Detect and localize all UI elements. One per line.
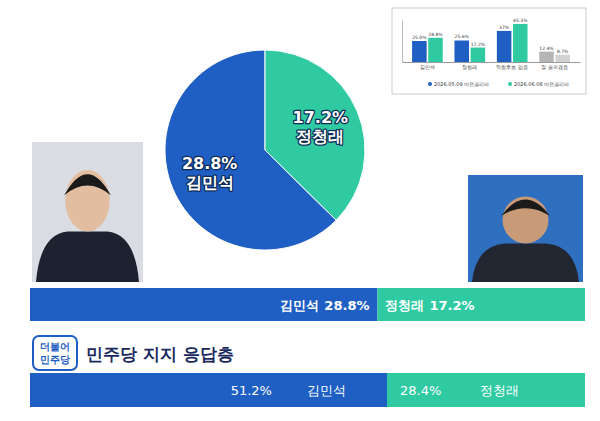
photo [32, 142, 143, 282]
logo-text: 더불어 [40, 341, 70, 352]
pie-label: 17.2% [293, 108, 349, 127]
legend-swatch [428, 82, 432, 86]
x-tick: 김민석 [420, 64, 435, 70]
bar [377, 288, 585, 321]
photo-shoulders [472, 243, 579, 282]
canvas: 28.8%김민석17.2%정청래28.8%김민석정청래17.2%더불어민주당민주… [0, 0, 600, 421]
x-axis: 김민석 정청래 적합후보 없음 잘 모르겠음 [403, 63, 581, 70]
data-label: 17.2% [471, 42, 486, 47]
legend-label: 2026.06.08 비전코리아 [514, 81, 569, 87]
series-label: 김민석 [307, 383, 346, 398]
bars [412, 24, 570, 62]
bar [30, 288, 377, 321]
photo-shoulders [36, 232, 139, 282]
bar [428, 38, 443, 62]
data-label: 37% [499, 25, 510, 30]
y-axis [402, 21, 403, 63]
bar [387, 373, 585, 407]
data-label: 25.6% [455, 34, 470, 39]
photo-background [468, 175, 583, 282]
bar [539, 52, 554, 62]
series-label: 정청래 [480, 383, 519, 398]
pie-slice [265, 50, 365, 220]
x-tick: 적합후보 없음 [496, 64, 528, 70]
bar [555, 55, 570, 62]
bar [513, 24, 528, 62]
pie [165, 50, 365, 250]
data-label: 45.3% [513, 18, 528, 23]
bars [30, 373, 585, 407]
logo-box [33, 336, 77, 370]
data-label: 28.8% [324, 298, 369, 313]
data-label: 17.2% [429, 298, 474, 313]
logo-text: 민주당 [40, 354, 70, 365]
legend-swatch [508, 82, 512, 86]
photo-background [32, 142, 143, 282]
photo-hair [501, 200, 549, 216]
data-label: 28.8% [428, 32, 443, 37]
x-tick: 잘 모르겠음 [541, 64, 568, 70]
pie-label: 28.8% [182, 154, 238, 173]
bar [454, 40, 469, 62]
photo-hair [64, 174, 111, 195]
x-tick-label: 정청래 [462, 64, 477, 70]
data-label: 8.7% [557, 49, 569, 54]
pie-labels: 28.8%김민석 17.2%정청래 [182, 108, 348, 192]
logo: 더불어민주당 [33, 336, 77, 370]
section-title: 민주당 지지 응답층 [86, 344, 234, 364]
bar-labels: 51.2% 김민석 28.4% 정청래 [231, 383, 520, 398]
bar [412, 41, 427, 62]
bar [497, 31, 512, 62]
bar-labels: 28.8% 김민석 정청래 17.2% [280, 298, 474, 313]
data-label: 28.4% [400, 383, 441, 398]
data-label: 51.2% [231, 383, 272, 398]
bars [30, 288, 585, 321]
inset-frame [392, 8, 586, 94]
data-label: 12.4% [539, 46, 554, 51]
pie-label: 김민석 [186, 173, 234, 192]
x-tick-label: 김민석 [420, 64, 435, 70]
series-label: 정청래 [385, 298, 424, 313]
pie-label: 정청래 [296, 127, 344, 146]
bar [30, 373, 387, 407]
legend-label: 2026.05.09 비전코리아 [434, 81, 489, 87]
y-axis-line [402, 21, 403, 63]
bar-labels: 25.0% 25.6% 37% 12.4% 28.8% 17.2% 45.3% 8.7% [412, 18, 569, 54]
series-label: 김민석 [280, 298, 319, 313]
background [0, 0, 600, 421]
photo [468, 175, 583, 282]
data-label: 25.0% [412, 35, 427, 40]
bar [471, 48, 486, 62]
legend: 2026.05.09 비전코리아 2026.06.08 비전코리아 [428, 81, 569, 87]
x-tick: 정청래 [462, 64, 477, 70]
x-tick-label: 잘 모르겠음 [541, 64, 568, 70]
x-tick-label: 적합후보 없음 [496, 64, 528, 70]
